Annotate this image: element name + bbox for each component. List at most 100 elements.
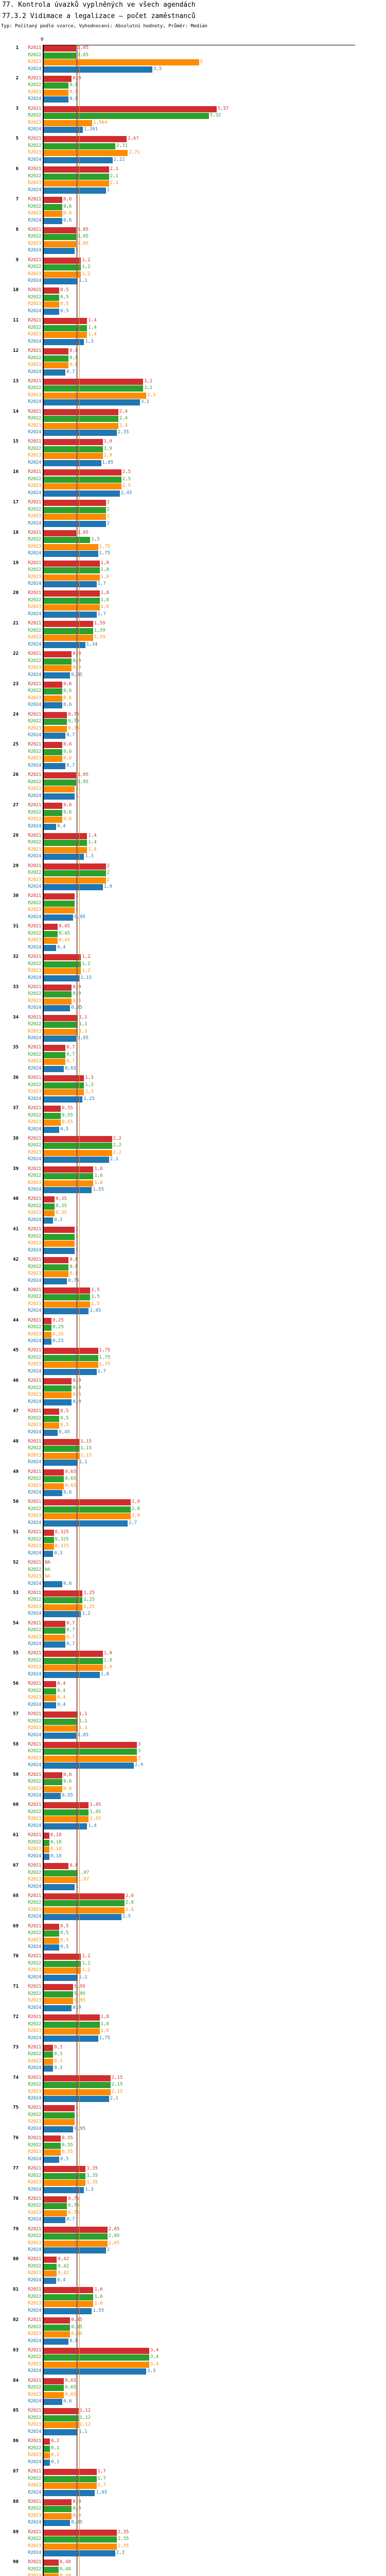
bar-value-label: 3,5 [153, 66, 162, 72]
bar [44, 150, 128, 157]
bar-row: R2024 1,75 [0, 550, 386, 557]
bar-value-label: 0,4 [57, 1702, 66, 1707]
series-label: R2023 [24, 2573, 41, 2576]
series-label: R2022 [28, 930, 41, 936]
bar-row: R2022 0,9 [0, 1385, 386, 1392]
series-label: R2024 [28, 581, 41, 587]
series-label: R2022 [28, 1022, 41, 1027]
series-label: R2021 [28, 1590, 41, 1596]
bar [44, 514, 106, 520]
bar [44, 1611, 81, 1618]
series-label: R2021 [28, 409, 41, 414]
bar-value-label: 2,35 [117, 2529, 129, 2535]
bar-row: R2023 0,5 [0, 1422, 386, 1429]
series-label: R2024 [28, 914, 41, 920]
series-label: R2022 [28, 294, 41, 300]
bar-row: R2022 3,2 [0, 385, 386, 392]
bar [44, 1089, 84, 1096]
bar-row: R2024 2,1 [0, 2095, 386, 2103]
group-number: 85 [13, 2408, 19, 2414]
series-label: R2021 [28, 2196, 41, 2201]
bar-value-label: 0,2 [51, 2452, 60, 2458]
bar [44, 2217, 66, 2224]
bar-value-label: 0,6 [63, 1490, 72, 1496]
series-label: R2021 [28, 439, 41, 445]
bar-value-label: 0,7 [66, 733, 75, 738]
bar [44, 1960, 81, 1967]
series-label: R2023 [28, 2270, 41, 2276]
bar-value-label: 1,35 [86, 2173, 98, 2178]
bar-row: R2021 1,45 [0, 1802, 386, 1809]
series-label: R2022 [28, 1173, 41, 1179]
series-label: R2024 [28, 612, 41, 617]
bar-group: 42 R2021 0,8 R2022 0,8 R2023 0,8 R2024 0,75 [0, 1257, 386, 1284]
bar [44, 1369, 97, 1376]
bar [44, 1968, 81, 1974]
bar [44, 2308, 92, 2314]
series-label: R2023 [28, 1483, 41, 1488]
bar [44, 779, 77, 786]
series-label: R2024 [28, 1460, 41, 1465]
bar [44, 1483, 64, 1489]
bar-value-label: 0,55 [62, 1793, 73, 1799]
bar [44, 2112, 75, 2119]
bar-row: R2021 1,4 [0, 317, 386, 325]
bar-row: R2021 2,67 [0, 135, 386, 143]
bar-value-label: NA [45, 1567, 50, 1572]
bar-group: 76 R2021 0,55 R2022 0,55 R2023 0,55 R2024 0,5 [0, 2135, 386, 2163]
series-label: R2021 [28, 681, 41, 687]
bar [44, 66, 153, 73]
series-label: R2021 [28, 711, 41, 717]
bar-row: R2023 0,18 [0, 1846, 386, 1853]
bar-group: 86 R2021 0,2 R2022 0,2 R2023 0,2 R2024 0,2 [0, 2438, 386, 2466]
series-label: R2021 [28, 1681, 41, 1687]
bar-value-label: 0,8 [69, 1271, 78, 1277]
bar-value-label: 0,9 [73, 658, 81, 664]
series-label: R2024 [28, 641, 41, 647]
bar-row: R2021 1,2 [0, 954, 386, 961]
group-number: 40 [13, 1196, 19, 1202]
bar-group: 55 R2021 1,9 R2022 1,9 R2023 1,9 R2024 1,8 [0, 1650, 386, 1679]
bar-value-label: 0,9 [73, 2499, 81, 2504]
bar-value-label: 3 [137, 1741, 141, 1747]
bar-value-label: 1,9 [103, 453, 112, 459]
bar-value-label: 1,9 [103, 1651, 112, 1656]
bar [44, 197, 63, 203]
bar-value-label: 1,12 [79, 2415, 91, 2420]
bar-value-label: 0,8 [69, 96, 78, 102]
group-number: 30 [13, 893, 19, 899]
bar [44, 1718, 78, 1725]
bar [44, 294, 60, 301]
bar-value-label: 1,2 [82, 1611, 91, 1617]
series-label: R2021 [28, 2347, 41, 2353]
bar-row: R2023 0,35 [0, 1210, 386, 1217]
series-label: R2022 [28, 52, 41, 58]
group-number: 89 [13, 2529, 19, 2535]
bar [44, 772, 77, 779]
bar-group: 13 R2021 3,2 R2022 3,2 R2023 3,3 R2024 3,1 [0, 378, 386, 406]
series-label: R2023 [28, 1846, 41, 1852]
bar [44, 688, 63, 695]
bar-row: R2024 2 [0, 2247, 386, 2254]
group-number: 2 [15, 75, 19, 81]
bar-row: R2022 0,95 [0, 1991, 386, 1998]
bar-value-label: 0,75 [68, 2210, 79, 2215]
series-label: R2021 [28, 2529, 41, 2535]
series-label: R2024 [28, 2187, 41, 2192]
bar-group: 30R20211R20221R20231R2024 0,95 [0, 893, 386, 921]
bar [44, 1066, 64, 1073]
series-label: R2024 [28, 2005, 41, 2010]
bar [44, 1385, 72, 1392]
bar [44, 187, 106, 194]
bar [44, 2368, 146, 2375]
bar [44, 938, 58, 944]
bar [44, 1227, 75, 1233]
series-label: R2021 [28, 1620, 41, 1626]
bar-row: R2022 2,2 [0, 1142, 386, 1149]
series-label: R2021 [28, 2378, 41, 2383]
bar-value-label: 3,1 [141, 399, 150, 405]
series-label: R2022 [28, 1960, 41, 1966]
series-label: R2024 [28, 1036, 41, 1041]
bar [44, 681, 63, 688]
bar-value-label: 3,3 [147, 392, 156, 398]
